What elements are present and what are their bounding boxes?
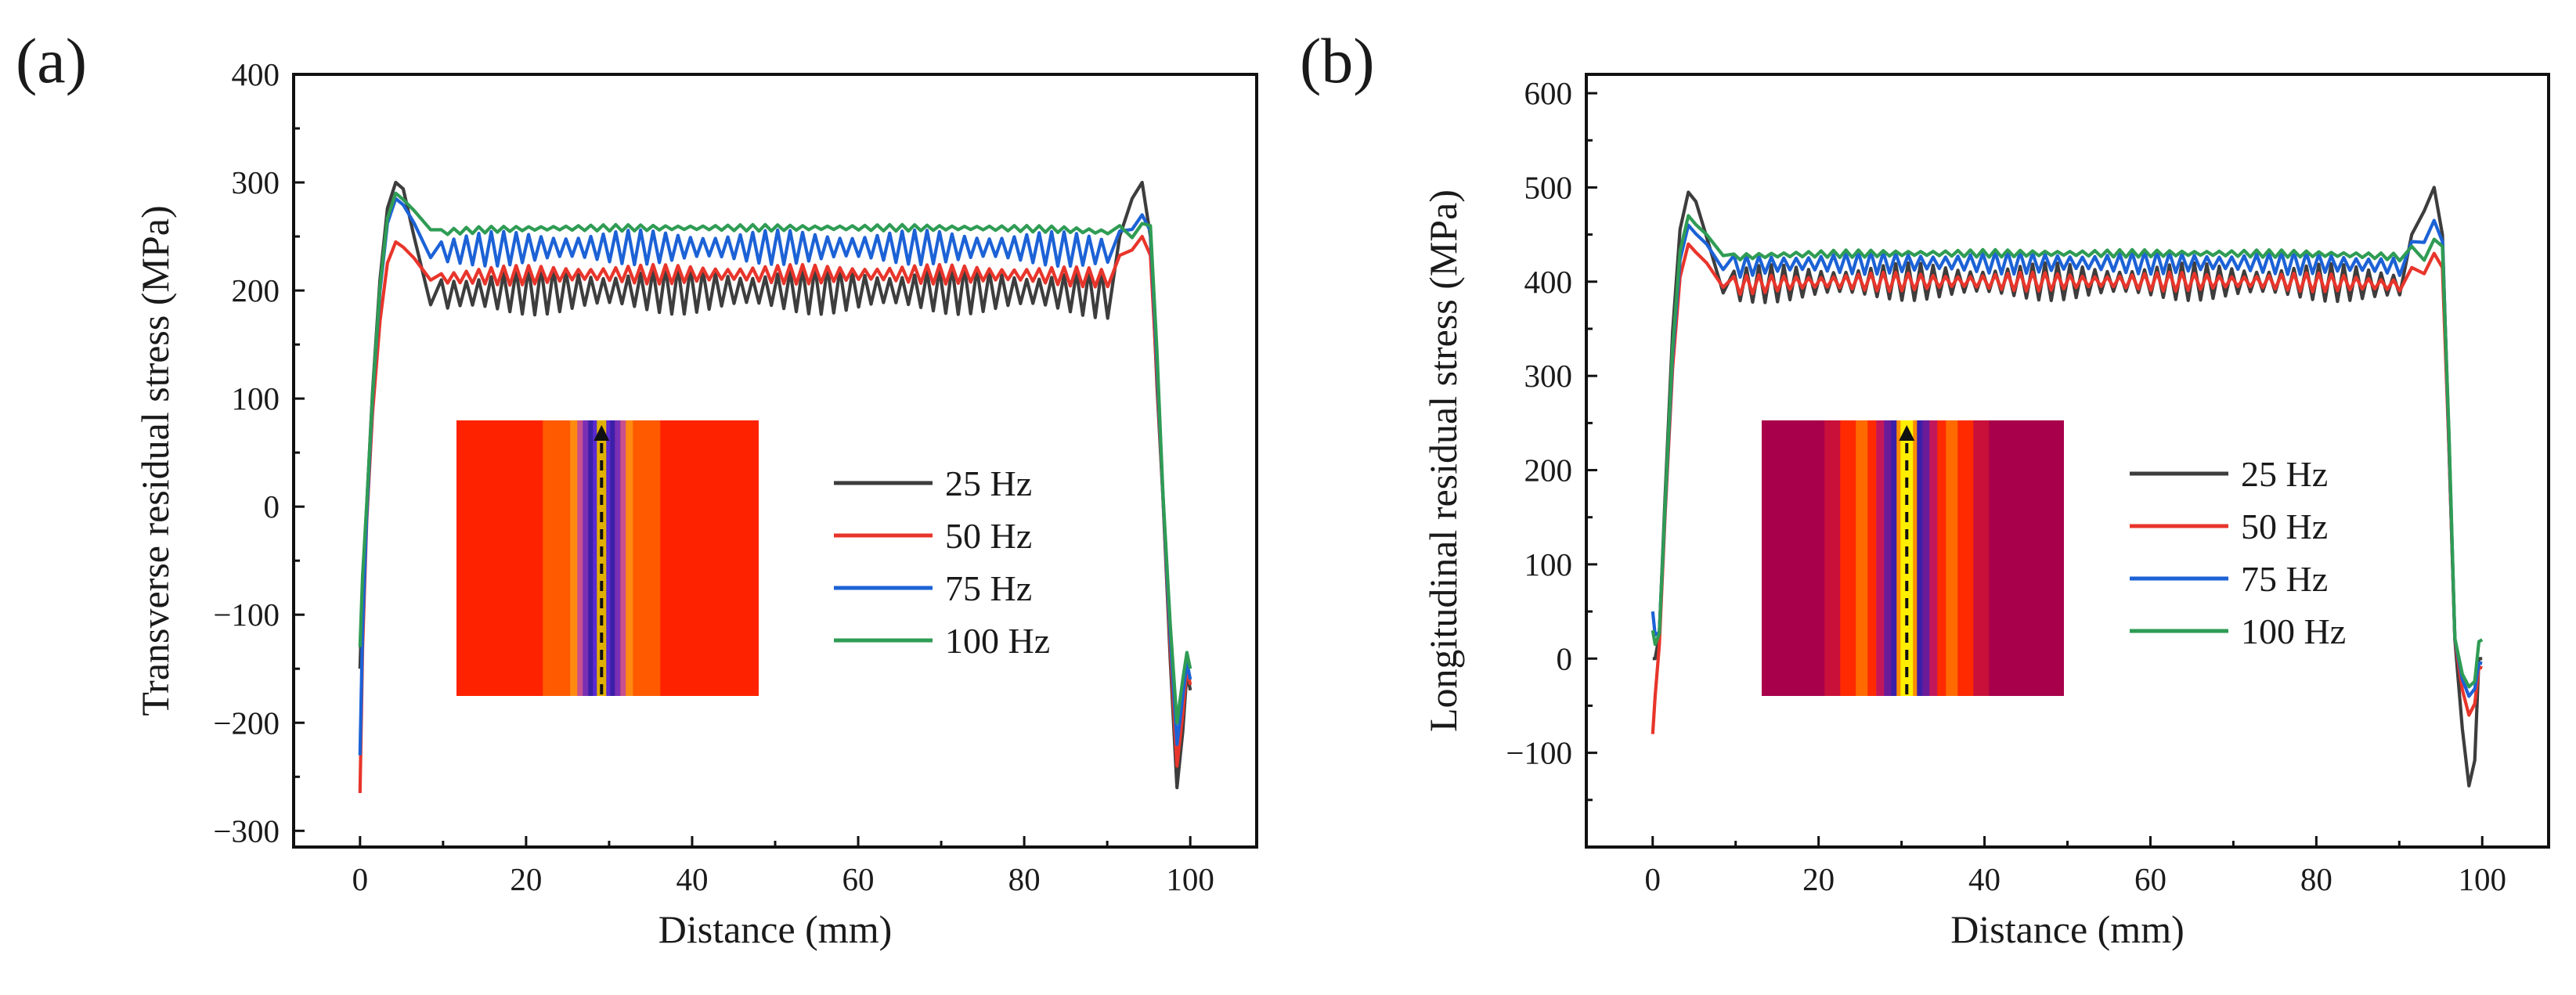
inset-contour-map [1762,420,2064,696]
panel-b-letter: (b) [1300,25,1375,96]
legend-label: 25 Hz [945,463,1032,503]
legend: 25 Hz 50 Hz 75 Hz 100 Hz [2130,454,2346,651]
series-line-50hz [358,235,1192,794]
x-tick-label: 40 [1968,861,2001,897]
y-tick-label: 200 [232,272,280,308]
y-tick-label: 200 [1524,452,1573,488]
legend-label: 25 Hz [2241,454,2328,494]
x-tick-label: 0 [1645,861,1661,897]
y-tick-label: 400 [232,56,280,92]
x-tick-label: 40 [676,861,708,897]
x-tick-label: 100 [1166,861,1214,897]
series-line-75hz [358,196,1192,755]
y-tick-label: −100 [213,597,280,633]
legend-label: 50 Hz [2241,507,2328,546]
inset-contour-map [456,420,759,696]
legend-label: 100 Hz [2241,611,2346,651]
series-line-25hz [358,180,1192,790]
y-axis-title: Longitudinal residual stress (MPa) [1421,189,1465,732]
plot-area-b: 0 20 40 60 80 100 −100 0 100 200 300 400 500 600 Dista… [1421,73,2550,951]
series-line-75hz [1651,218,2483,698]
x-axis-title: Distance (mm) [658,907,893,951]
y-axis-title: Transverse residual stress (MPa) [133,205,177,716]
x-tick-label: 60 [2134,861,2167,897]
y-tick-label: 500 [1524,169,1573,205]
inset-band [1900,420,1914,696]
plot-area-a: 0 20 40 60 80 100 −300 −200 −100 0 100 200 300 400 Dis… [133,56,1258,951]
axes-frame [1585,73,2550,849]
y-tick-label: −200 [213,705,280,741]
x-tick-label: 60 [842,861,875,897]
y-tick-label: 600 [1524,75,1573,111]
legend: 25 Hz 50 Hz 75 Hz 100 Hz [834,463,1050,661]
x-tick-label: 100 [2458,861,2506,897]
y-tick-label: −300 [213,813,280,849]
axes-frame [292,73,1258,849]
y-tick-label: 300 [232,164,280,200]
series-line-50hz [1651,242,2483,734]
y-tick-label: 0 [264,488,280,525]
series-line-100hz [1651,214,2484,689]
x-tick-label: 80 [2300,861,2332,897]
y-tick-label: 100 [1524,546,1573,582]
inset-band [597,420,607,696]
panel-a-letter: (a) [16,25,87,96]
y-tick-label: 400 [1524,264,1573,300]
panel-b: (b) 0 20 40 60 80 100 −100 0 100 200 300 400 500 600 D… [1300,25,2550,951]
legend-label: 75 Hz [945,568,1032,608]
legend-label: 100 Hz [945,621,1050,661]
x-tick-label: 20 [510,861,542,897]
legend-label: 50 Hz [945,516,1032,556]
y-tick-label: −100 [1506,735,1572,771]
y-tick-label: 0 [1557,640,1573,676]
legend-label: 75 Hz [2241,559,2328,599]
y-tick-label: 300 [1524,358,1573,394]
x-tick-label: 20 [1802,861,1835,897]
y-tick-label: 100 [232,380,280,416]
x-axis-title: Distance (mm) [1950,907,2185,951]
series-line-100hz [358,191,1192,725]
x-tick-label: 80 [1008,861,1041,897]
panel-a: (a) 0 20 40 60 80 100 −300 −200 −100 0 100 200 300 40… [16,25,1258,951]
x-tick-label: 0 [352,861,369,897]
